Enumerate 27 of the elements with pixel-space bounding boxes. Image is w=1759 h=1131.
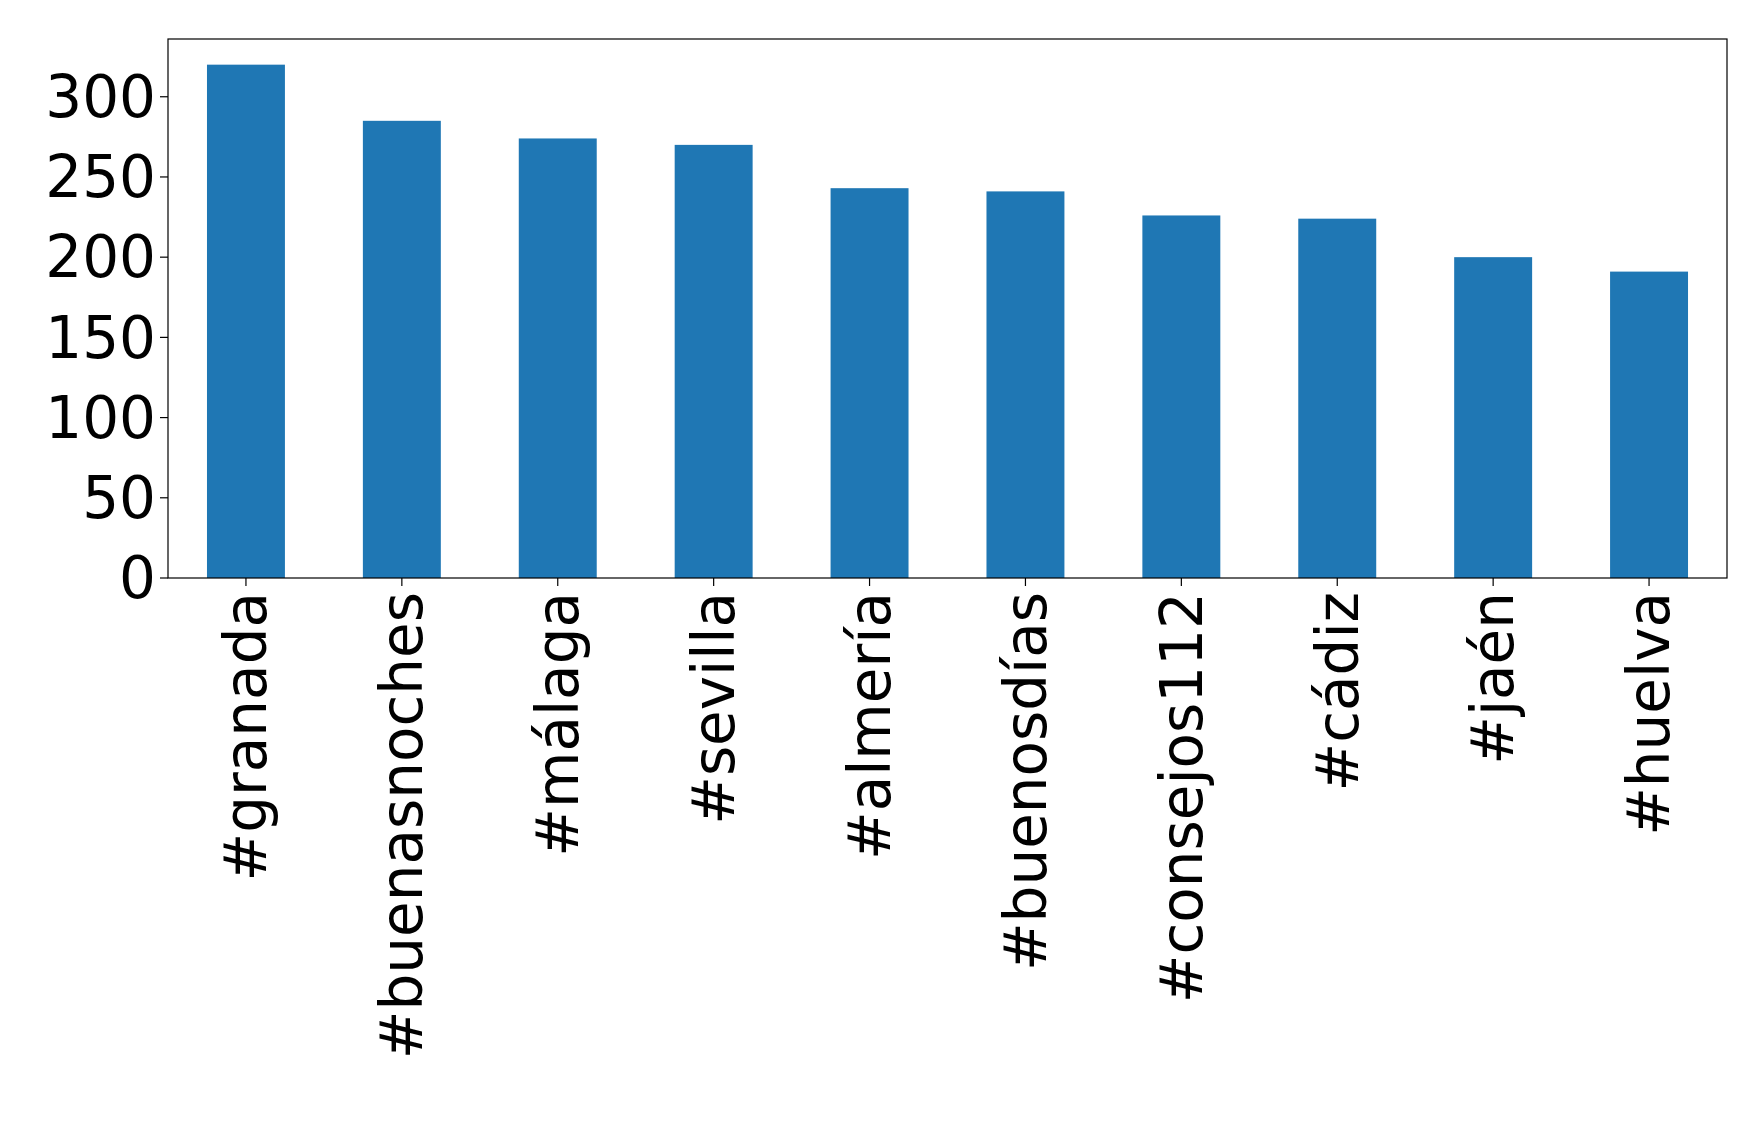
y-tick-label: 200 bbox=[45, 223, 156, 292]
bar bbox=[206, 64, 285, 578]
x-tick-label: #consejos112 bbox=[1147, 592, 1216, 1004]
bar bbox=[518, 138, 597, 578]
x-tick-label: #sevilla bbox=[679, 592, 748, 825]
x-tick-label: #buenosdías bbox=[991, 592, 1060, 972]
bar bbox=[986, 191, 1065, 578]
bar bbox=[362, 120, 441, 578]
x-tick-label: #huelva bbox=[1615, 592, 1684, 836]
y-tick-label: 100 bbox=[45, 383, 156, 452]
x-tick-label: #granada bbox=[212, 592, 281, 882]
bar bbox=[1610, 271, 1689, 578]
x-tick-label: #buenasnoches bbox=[368, 592, 437, 1060]
x-tick-label: #málaga bbox=[524, 592, 593, 857]
y-tick-label: 150 bbox=[45, 303, 156, 372]
y-tick-label: 300 bbox=[45, 63, 156, 132]
y-tick-label: 0 bbox=[119, 544, 156, 613]
x-tick-label: #cádiz bbox=[1303, 592, 1372, 792]
bar bbox=[1298, 218, 1377, 578]
bar bbox=[830, 188, 909, 578]
y-tick-label: 50 bbox=[82, 464, 156, 533]
x-tick-label: #jaén bbox=[1459, 592, 1528, 765]
bar bbox=[1454, 257, 1533, 578]
bar bbox=[1142, 215, 1221, 578]
y-tick-label: 250 bbox=[45, 143, 156, 212]
x-tick-label: #almería bbox=[835, 592, 904, 860]
bar bbox=[674, 144, 753, 578]
